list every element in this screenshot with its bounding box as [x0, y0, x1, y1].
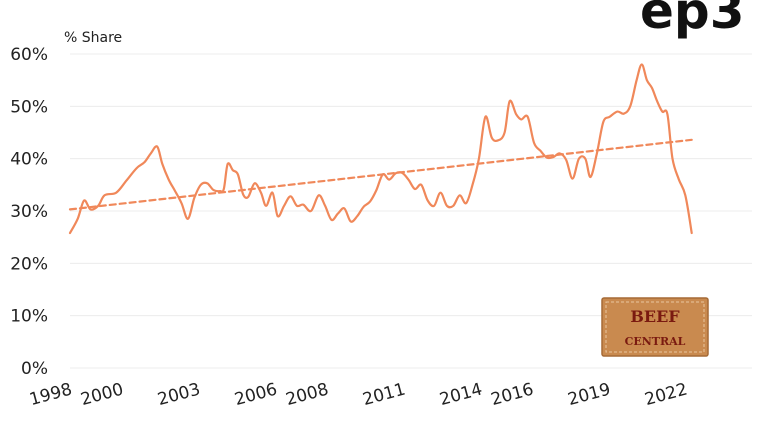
x-tick-label: 2008: [284, 380, 331, 411]
x-tick-label: 1998: [27, 380, 74, 411]
x-tick-label: 2011: [361, 380, 408, 411]
x-tick-label: 2003: [156, 380, 203, 411]
y-tick-label: 0%: [21, 359, 48, 379]
x-tick-label: 2019: [566, 380, 613, 411]
x-tick-label: 2016: [489, 380, 536, 411]
badge-line1: BEEF: [630, 307, 680, 326]
y-tick-label: 50%: [10, 97, 48, 117]
x-tick-label: 2000: [79, 380, 126, 411]
y-tick-label: 20%: [10, 254, 48, 274]
trend-line: [68, 138, 693, 211]
y-tick-label: 60%: [10, 45, 48, 65]
y-tick-label: 10%: [10, 307, 48, 327]
share-series-line: [68, 63, 693, 235]
x-tick-label: 2006: [232, 380, 279, 411]
y-tick-label: 30%: [10, 202, 48, 222]
x-tick-label: 2022: [643, 380, 690, 411]
y-tick-label: 40%: [10, 150, 48, 170]
x-axis-ticks: 1998 2000 2003 2006 2008 2011 2014 2016 2019 2022: [27, 380, 689, 411]
badge-line2: CENTRAL: [625, 335, 686, 348]
series-layer: [68, 63, 693, 235]
x-tick-label: 2014: [438, 380, 485, 411]
y-axis-ticks: 0% 10% 20% 30% 40% 50% 60%: [10, 45, 48, 379]
brand-logo: ep3: [640, 0, 745, 40]
y-axis-unit-label: % Share: [64, 30, 122, 46]
beef-central-badge: BEEF CENTRAL: [601, 297, 709, 357]
